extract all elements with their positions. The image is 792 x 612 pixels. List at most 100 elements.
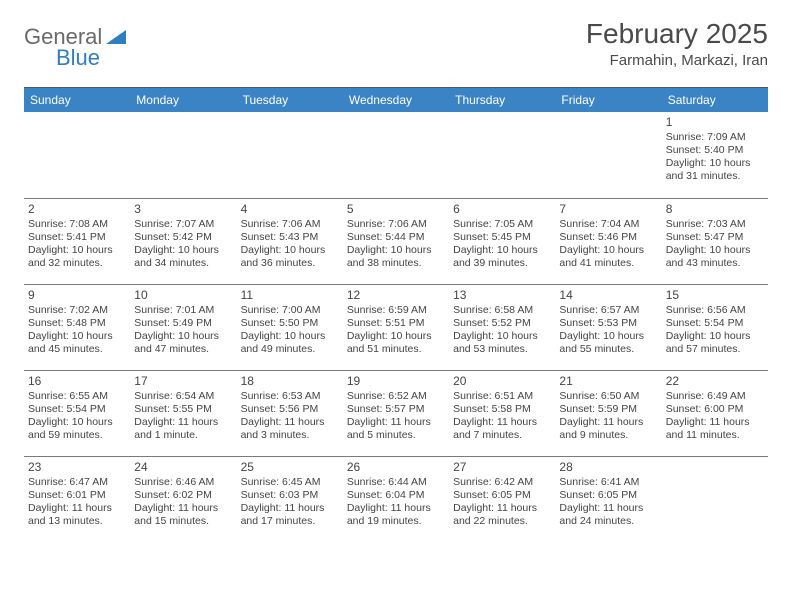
dow-header: Friday (555, 88, 661, 112)
info-line-dl2: and 17 minutes. (241, 515, 339, 528)
info-line-sr: Sunrise: 6:53 AM (241, 390, 339, 403)
info-line-dl2: and 53 minutes. (453, 343, 551, 356)
day-number: 3 (134, 202, 232, 216)
info-line-dl2: and 1 minute. (134, 429, 232, 442)
day-number: 15 (666, 288, 764, 302)
dow-header: Saturday (662, 88, 768, 112)
info-line-ss: Sunset: 5:48 PM (28, 317, 126, 330)
info-line-dl1: Daylight: 11 hours (559, 416, 657, 429)
calendar-cell: 25Sunrise: 6:45 AMSunset: 6:03 PMDayligh… (237, 456, 343, 542)
calendar-cell: 1Sunrise: 7:09 AMSunset: 5:40 PMDaylight… (662, 112, 768, 198)
day-number: 2 (28, 202, 126, 216)
calendar-cell: 14Sunrise: 6:57 AMSunset: 5:53 PMDayligh… (555, 284, 661, 370)
day-info: Sunrise: 6:46 AMSunset: 6:02 PMDaylight:… (134, 476, 232, 529)
calendar-cell: 8Sunrise: 7:03 AMSunset: 5:47 PMDaylight… (662, 198, 768, 284)
info-line-sr: Sunrise: 6:56 AM (666, 304, 764, 317)
info-line-dl2: and 22 minutes. (453, 515, 551, 528)
info-line-dl1: Daylight: 11 hours (559, 502, 657, 515)
info-line-ss: Sunset: 5:45 PM (453, 231, 551, 244)
info-line-dl1: Daylight: 11 hours (347, 416, 445, 429)
info-line-sr: Sunrise: 6:58 AM (453, 304, 551, 317)
day-info: Sunrise: 7:04 AMSunset: 5:46 PMDaylight:… (559, 218, 657, 271)
day-info: Sunrise: 6:53 AMSunset: 5:56 PMDaylight:… (241, 390, 339, 443)
calendar-cell: 9Sunrise: 7:02 AMSunset: 5:48 PMDaylight… (24, 284, 130, 370)
info-line-dl2: and 47 minutes. (134, 343, 232, 356)
info-line-dl1: Daylight: 11 hours (453, 502, 551, 515)
info-line-ss: Sunset: 6:01 PM (28, 489, 126, 502)
info-line-sr: Sunrise: 7:06 AM (241, 218, 339, 231)
info-line-sr: Sunrise: 6:45 AM (241, 476, 339, 489)
calendar-cell: 24 Sunrise: 6:46 AMSunset: 6:02 PMDayligh… (130, 456, 236, 542)
info-line-dl2: and 31 minutes. (666, 170, 764, 183)
calendar-week: 16Sunrise: 6:55 AMSunset: 5:54 PMDayligh… (24, 370, 768, 456)
info-line-sr: Sunrise: 7:07 AM (134, 218, 232, 231)
day-number: 13 (453, 288, 551, 302)
info-line-dl2: and 41 minutes. (559, 257, 657, 270)
day-number: 22 (666, 374, 764, 388)
info-line-ss: Sunset: 5:41 PM (28, 231, 126, 244)
day-info: Sunrise: 7:05 AMSunset: 5:45 PMDaylight:… (453, 218, 551, 271)
info-line-dl2: and 34 minutes. (134, 257, 232, 270)
day-info: Sunrise: 7:07 AMSunset: 5:42 PMDaylight:… (134, 218, 232, 271)
day-info: Sunrise: 6:42 AMSunset: 6:05 PMDaylight:… (453, 476, 551, 529)
day-number: 24 (134, 460, 232, 474)
info-line-dl1: Daylight: 11 hours (453, 416, 551, 429)
dow-header: Monday (130, 88, 236, 112)
info-line-sr: Sunrise: 6:49 AM (666, 390, 764, 403)
day-info: Sunrise: 7:08 AMSunset: 5:41 PMDaylight:… (28, 218, 126, 271)
info-line-dl2: and 5 minutes. (347, 429, 445, 442)
info-line-dl2: and 43 minutes. (666, 257, 764, 270)
info-line-sr: Sunrise: 7:09 AM (666, 131, 764, 144)
calendar-cell (24, 112, 130, 198)
info-line-ss: Sunset: 6:02 PM (134, 489, 232, 502)
info-line-dl1: Daylight: 10 hours (241, 330, 339, 343)
day-number: 25 (241, 460, 339, 474)
info-line-dl1: Daylight: 10 hours (347, 330, 445, 343)
info-line-ss: Sunset: 5:53 PM (559, 317, 657, 330)
calendar-week: 1Sunrise: 7:09 AMSunset: 5:40 PMDaylight… (24, 112, 768, 198)
calendar-cell: 28Sunrise: 6:41 AMSunset: 6:05 PMDayligh… (555, 456, 661, 542)
calendar-cell: 5Sunrise: 7:06 AMSunset: 5:44 PMDaylight… (343, 198, 449, 284)
info-line-dl1: Daylight: 10 hours (28, 244, 126, 257)
day-number: 6 (453, 202, 551, 216)
dow-header: Thursday (449, 88, 555, 112)
calendar-cell: 15Sunrise: 6:56 AMSunset: 5:54 PMDayligh… (662, 284, 768, 370)
info-line-sr: Sunrise: 6:46 AM (134, 476, 232, 489)
calendar-cell: 6 Sunrise: 7:05 AMSunset: 5:45 PMDaylight… (449, 198, 555, 284)
calendar-cell: 26Sunrise: 6:44 AMSunset: 6:04 PMDayligh… (343, 456, 449, 542)
day-info: Sunrise: 6:57 AMSunset: 5:53 PMDaylight:… (559, 304, 657, 357)
day-info: Sunrise: 6:52 AMSunset: 5:57 PMDaylight:… (347, 390, 445, 443)
day-number: 8 (666, 202, 764, 216)
info-line-sr: Sunrise: 6:41 AM (559, 476, 657, 489)
day-info: Sunrise: 6:41 AMSunset: 6:05 PMDaylight:… (559, 476, 657, 529)
calendar-cell (555, 112, 661, 198)
info-line-ss: Sunset: 5:51 PM (347, 317, 445, 330)
info-line-dl1: Daylight: 11 hours (134, 502, 232, 515)
info-line-dl2: and 24 minutes. (559, 515, 657, 528)
calendar-cell: 22Sunrise: 6:49 AMSunset: 6:00 PMDayligh… (662, 370, 768, 456)
day-number: 18 (241, 374, 339, 388)
info-line-ss: Sunset: 5:44 PM (347, 231, 445, 244)
info-line-dl1: Daylight: 11 hours (347, 502, 445, 515)
info-line-sr: Sunrise: 6:52 AM (347, 390, 445, 403)
info-line-ss: Sunset: 5:54 PM (28, 403, 126, 416)
info-line-dl2: and 13 minutes. (28, 515, 126, 528)
brand-part2: Blue (56, 45, 792, 71)
calendar-cell (343, 112, 449, 198)
day-info: Sunrise: 6:44 AMSunset: 6:04 PMDaylight:… (347, 476, 445, 529)
day-info: Sunrise: 7:00 AMSunset: 5:50 PMDaylight:… (241, 304, 339, 357)
info-line-ss: Sunset: 5:57 PM (347, 403, 445, 416)
info-line-sr: Sunrise: 6:47 AM (28, 476, 126, 489)
day-info: Sunrise: 6:47 AMSunset: 6:01 PMDaylight:… (28, 476, 126, 529)
calendar-cell (237, 112, 343, 198)
info-line-dl1: Daylight: 10 hours (666, 157, 764, 170)
info-line-sr: Sunrise: 7:05 AM (453, 218, 551, 231)
info-line-ss: Sunset: 5:42 PM (134, 231, 232, 244)
calendar-table: SundayMondayTuesdayWednesdayThursdayFrid… (24, 88, 768, 542)
calendar-cell: 11Sunrise: 7:00 AMSunset: 5:50 PMDayligh… (237, 284, 343, 370)
day-info: Sunrise: 7:01 AMSunset: 5:49 PMDaylight:… (134, 304, 232, 357)
calendar-cell: 7Sunrise: 7:04 AMSunset: 5:46 PMDaylight… (555, 198, 661, 284)
info-line-ss: Sunset: 5:43 PM (241, 231, 339, 244)
calendar-cell: 12Sunrise: 6:59 AMSunset: 5:51 PMDayligh… (343, 284, 449, 370)
calendar-cell: 2 Sunrise: 7:08 AMSunset: 5:41 PMDaylight… (24, 198, 130, 284)
